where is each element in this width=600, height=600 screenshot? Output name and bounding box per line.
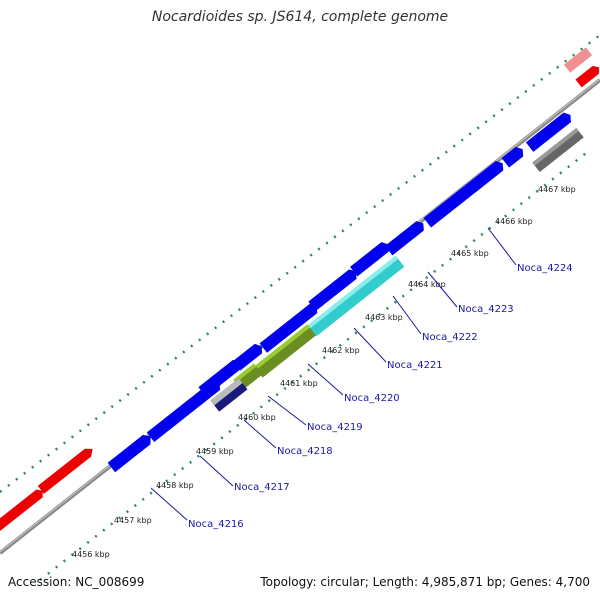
gene-red-top[interactable] <box>575 63 600 88</box>
accession-text: Accession: NC_008699 <box>8 575 145 589</box>
leader-line <box>392 295 422 335</box>
gene-label-noca-4218[interactable]: Noca_4218 <box>277 446 333 457</box>
gene-blue-5[interactable] <box>259 301 321 353</box>
topology-text: Topology: circular; Length: 4,985,871 bp… <box>260 575 590 589</box>
gene-faded-top[interactable] <box>563 47 593 73</box>
leader-line <box>150 487 188 521</box>
leader-line <box>427 271 458 308</box>
leader-line <box>243 419 277 449</box>
gene-blue-6[interactable] <box>308 267 359 312</box>
gene-blue-9[interactable] <box>423 159 507 228</box>
scale-label: 4465 kbp <box>451 249 489 258</box>
gene-label-noca-4223[interactable]: Noca_4223 <box>458 304 514 315</box>
feature-olive[interactable] <box>253 324 317 378</box>
leader-line <box>353 327 387 363</box>
map-title: Nocardioides sp. JS614, complete genome <box>151 9 449 25</box>
gene-label-noca-4216[interactable]: Noca_4216 <box>188 519 244 530</box>
gene-label-noca-4219[interactable]: Noca_4219 <box>307 422 363 433</box>
gene-blue-4[interactable] <box>232 341 266 371</box>
feature-gray-top[interactable] <box>532 127 584 173</box>
scale-label: 4456 kbp <box>72 550 110 559</box>
gene-blue-7[interactable] <box>350 240 392 277</box>
gene-blue-2[interactable] <box>146 378 223 442</box>
gene-label-noca-4224[interactable]: Noca_4224 <box>517 263 573 274</box>
feature-cyan[interactable] <box>307 255 405 337</box>
leader-line <box>307 363 344 396</box>
gene-blue-8[interactable] <box>385 219 427 256</box>
scale-label: 4464 kbp <box>408 280 446 289</box>
scale-label: 4462 kbp <box>322 346 360 355</box>
scale-label: 4460 kbp <box>238 413 276 422</box>
gene-label-noca-4222[interactable]: Noca_4222 <box>422 332 478 343</box>
gene-blue-1[interactable] <box>107 432 155 473</box>
scale-label: 4458 kbp <box>156 481 194 490</box>
gene-label-noca-4221[interactable]: Noca_4221 <box>387 360 443 371</box>
gene-blue-3[interactable] <box>198 357 243 397</box>
inner-tick-row <box>39 149 591 581</box>
gene-label-noca-4217[interactable]: Noca_4217 <box>234 482 290 493</box>
feature-navy-gray[interactable] <box>210 378 248 412</box>
gene-red-left-2[interactable] <box>0 487 46 537</box>
leader-line <box>487 227 517 266</box>
gene-labels: Noca_4216 Noca_4217 Noca_4218 Noca_4219 … <box>188 263 573 530</box>
scale-label: 4466 kbp <box>495 217 533 226</box>
label-leaders <box>150 227 517 521</box>
gene-label-noca-4220[interactable]: Noca_4220 <box>344 393 400 404</box>
scale-label: 4463 kbp <box>365 313 403 322</box>
scale-label: 4457 kbp <box>114 516 152 525</box>
scale-label: 4461 kbp <box>280 379 318 388</box>
outer-tick-row <box>0 34 600 493</box>
scale-label: 4459 kbp <box>196 447 234 456</box>
gene-blue-10[interactable] <box>501 144 527 168</box>
gene-red-left-1[interactable] <box>37 445 96 494</box>
scale-label: 4467 kbp <box>538 185 576 194</box>
gene-blue-11[interactable] <box>525 110 574 152</box>
leader-line <box>199 455 234 487</box>
leader-line <box>267 395 307 426</box>
scale-labels: 4456 kbp 4457 kbp 4458 kbp 4459 kbp 4460… <box>72 185 576 559</box>
